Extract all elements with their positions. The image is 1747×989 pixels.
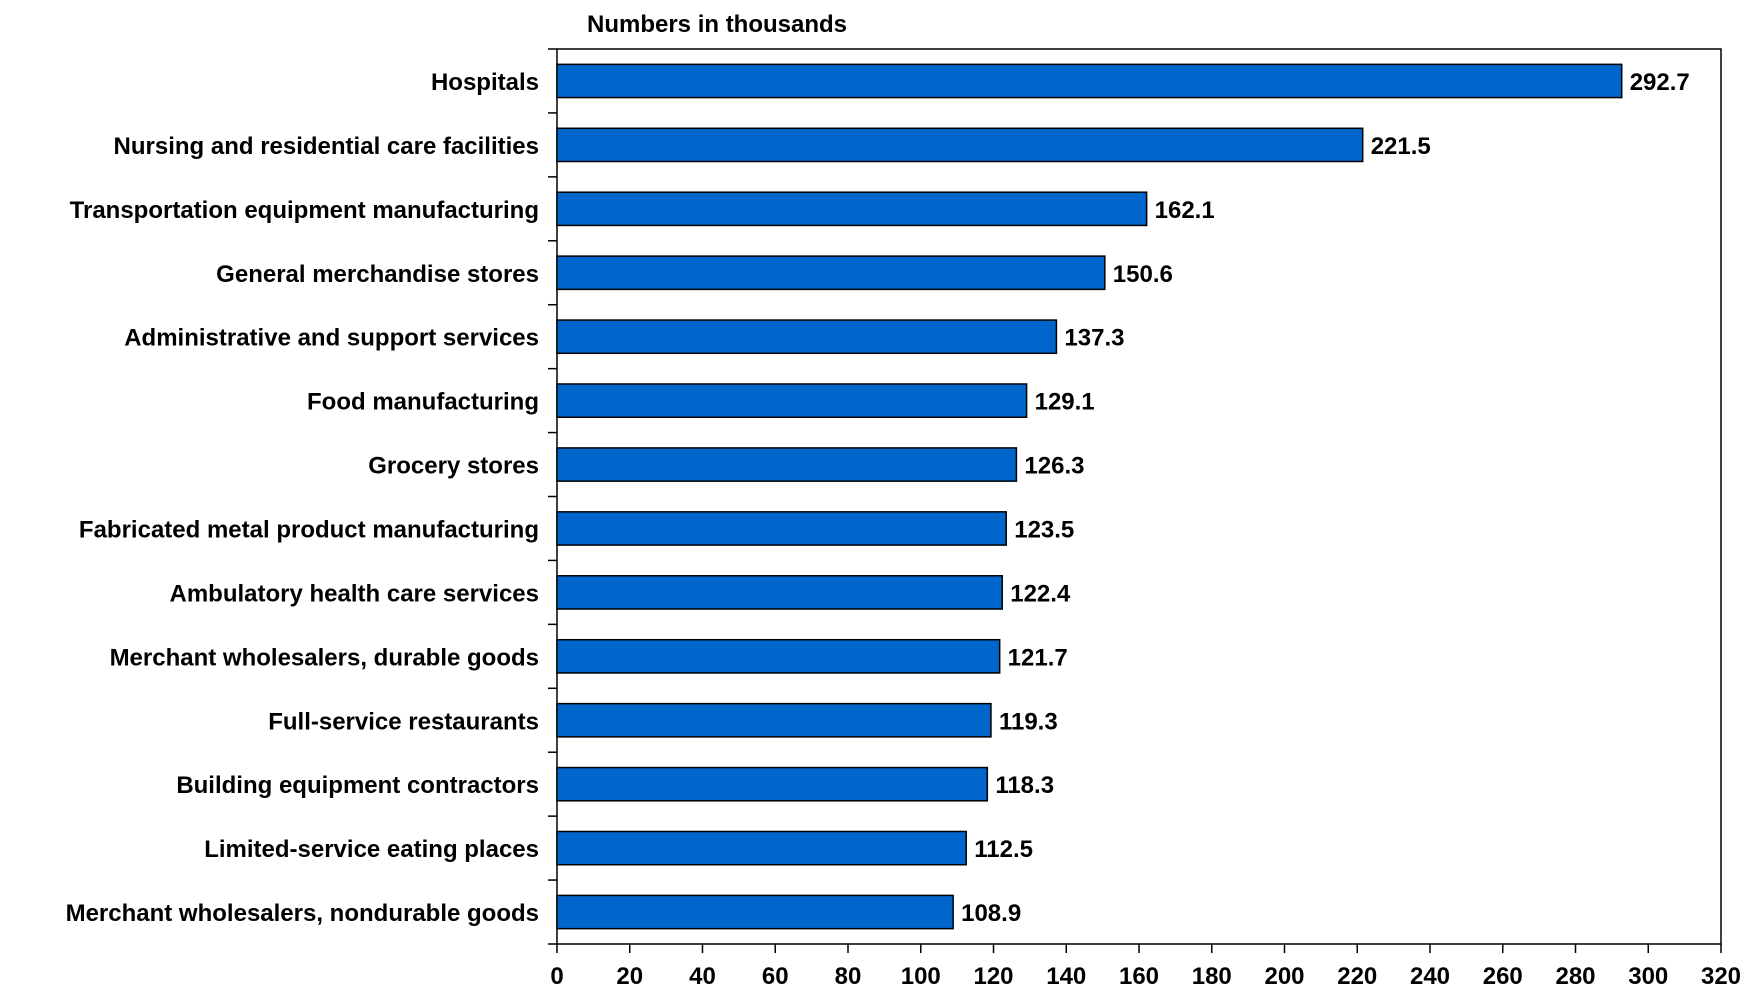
bar [556,894,954,930]
category-label: Fabricated metal product manufacturing [79,516,539,543]
bar [556,638,1001,674]
bar [556,383,1028,418]
data-label: 137.3 [1064,325,1124,352]
data-label: 122.4 [1010,580,1071,607]
bar [556,702,992,738]
data-label: 123.5 [1014,516,1074,543]
x-tick-label: 0 [550,963,563,989]
x-tick-label: 300 [1628,963,1668,989]
bar [556,575,1003,610]
x-tick-label: 220 [1337,963,1377,989]
data-label: 118.3 [995,772,1054,799]
x-tick-label: 260 [1483,963,1523,989]
x-tick-label: 80 [835,963,862,989]
category-label: Building equipment contractors [176,772,539,799]
category-label: Merchant wholesalers, durable goods [110,644,539,671]
category-label: Hospitals [431,69,539,96]
x-tick-label: 40 [689,963,716,989]
x-tick-label: 60 [762,963,789,989]
data-label: 292.7 [1630,69,1690,96]
chart-title: Numbers in thousands [587,11,847,38]
x-tick-label: 140 [1046,963,1086,989]
category-label: Transportation equipment manufacturing [70,197,539,224]
category-label: Limited-service eating places [204,836,539,863]
x-tick-label: 160 [1119,963,1159,989]
x-tick-label: 200 [1264,963,1304,989]
data-label: 112.5 [974,836,1033,863]
category-label: Grocery stores [368,453,539,480]
data-label: 162.1 [1155,197,1215,224]
bar [556,766,989,802]
data-label: 121.7 [1008,644,1068,671]
category-label: Food manufacturing [307,389,539,416]
data-label: 150.6 [1113,261,1173,288]
bar [556,63,1623,99]
x-tick-label: 280 [1555,963,1595,989]
category-label: Nursing and residential care facilities [114,133,539,160]
category-label: Administrative and support services [124,325,539,352]
axes: 0 20 40 60 80 100 120 140 160 180 200 220 240 260 280 3… [548,48,1741,989]
data-label: 126.3 [1024,453,1084,480]
bars: Hospitals 292.7 Nursing and residential ca… [66,63,1690,930]
bar [556,447,1018,482]
plot-area [556,48,1722,945]
x-tick-label: 20 [616,963,643,989]
x-tick-label: 100 [901,963,941,989]
data-label: 129.1 [1035,389,1095,416]
data-label: 119.3 [999,708,1058,735]
bar [556,319,1058,355]
category-label: Merchant wholesalers, nondurable goods [66,900,539,927]
x-tick-label: 240 [1410,963,1450,989]
bar [556,127,1364,163]
bar [556,511,1007,546]
category-label: General merchandise stores [216,261,539,288]
bar [556,255,1106,291]
data-label: 221.5 [1371,133,1431,160]
x-tick-label: 320 [1701,963,1741,989]
bar [556,830,967,866]
x-tick-label: 120 [973,963,1013,989]
bar [556,191,1148,227]
category-label: Full-service restaurants [268,708,539,735]
category-label: Ambulatory health care services [169,580,539,607]
x-tick-label: 180 [1192,963,1232,989]
data-label: 108.9 [961,900,1021,927]
